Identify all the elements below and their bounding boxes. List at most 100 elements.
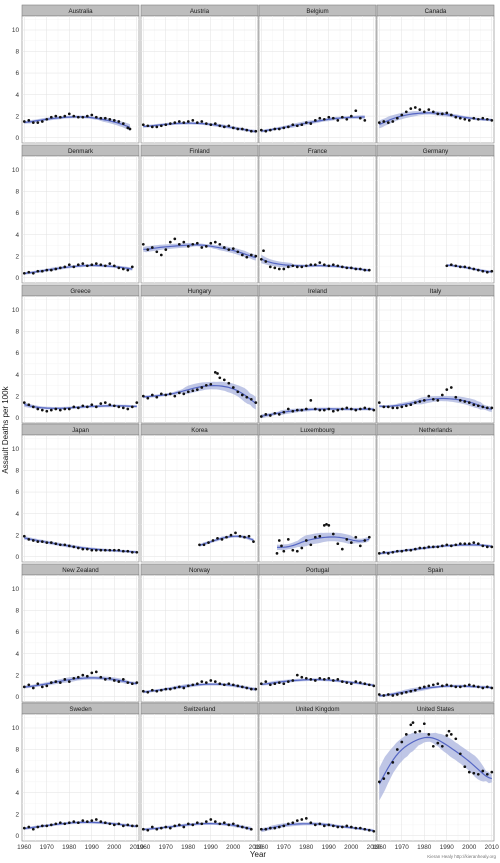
data-point: [467, 770, 471, 774]
data-point: [254, 687, 258, 691]
data-point: [222, 378, 226, 382]
data-point: [277, 539, 281, 542]
data-point: [322, 263, 326, 267]
data-point: [236, 127, 240, 131]
data-point: [340, 265, 344, 269]
trend-line-new-zealand: [24, 677, 137, 688]
data-point: [94, 670, 98, 674]
data-point: [218, 682, 222, 686]
y-tick-label: 10: [12, 446, 20, 453]
data-point: [275, 552, 279, 555]
data-point: [112, 119, 116, 122]
data-point: [431, 744, 435, 748]
x-tick-label: 1960: [136, 844, 151, 851]
data-point: [67, 544, 71, 548]
y-tick-label: 0: [15, 554, 19, 561]
data-point: [436, 399, 440, 402]
data-point: [54, 267, 58, 271]
data-point: [327, 115, 331, 119]
data-point: [231, 247, 235, 250]
y-tick-label: 0: [15, 833, 19, 840]
data-point: [103, 548, 107, 552]
data-point: [58, 266, 62, 270]
data-point: [345, 681, 349, 684]
y-tick-label: 4: [15, 511, 19, 518]
data-point: [445, 543, 449, 547]
data-point: [440, 393, 444, 397]
data-point: [277, 681, 281, 684]
data-point: [40, 685, 44, 689]
data-point: [363, 119, 367, 122]
data-point: [363, 406, 367, 410]
data-point: [472, 403, 476, 407]
data-point: [218, 822, 222, 826]
data-point: [45, 268, 49, 272]
data-point: [404, 548, 408, 552]
data-point: [186, 120, 190, 123]
data-point: [121, 122, 125, 125]
data-point: [209, 241, 213, 245]
data-point: [413, 730, 417, 734]
data-point: [354, 267, 358, 271]
confidence-band-finland: [143, 242, 256, 261]
data-point: [472, 684, 476, 688]
data-point: [440, 112, 444, 116]
facet-panels: Australia 0 2 4 6 8 10 Austria Belgium Canada Denm…: [12, 4, 499, 851]
data-point: [218, 124, 222, 128]
data-point: [195, 241, 199, 245]
data-point: [76, 406, 80, 410]
data-point: [345, 117, 349, 121]
data-point: [240, 825, 244, 829]
data-point: [155, 125, 159, 129]
data-point: [413, 106, 417, 109]
confidence-band-luxembourg: [277, 532, 370, 551]
panel-austria: Austria: [140, 4, 259, 144]
data-point: [282, 410, 286, 414]
data-point: [300, 675, 304, 679]
strip-label-greece: Greece: [70, 288, 91, 295]
data-point: [236, 250, 240, 254]
data-point: [254, 129, 258, 133]
data-point: [216, 372, 219, 375]
strip-label-luxembourg: Luxembourg: [300, 427, 335, 434]
data-point: [345, 538, 349, 541]
x-tick-label: 2010: [249, 844, 264, 851]
data-point: [126, 549, 130, 553]
data-point: [467, 119, 471, 122]
data-point: [318, 822, 322, 826]
data-point: [309, 122, 313, 125]
data-point: [427, 394, 431, 398]
data-point: [191, 119, 195, 122]
data-point: [327, 676, 331, 680]
data-point: [318, 116, 322, 120]
data-point: [331, 824, 335, 828]
data-point: [268, 128, 272, 132]
data-point: [126, 823, 130, 827]
data-point: [436, 545, 440, 549]
data-point: [382, 120, 386, 123]
data-point: [264, 413, 268, 416]
data-point: [99, 402, 103, 405]
y-tick-label: 6: [15, 489, 19, 496]
y-tick-label: 4: [15, 232, 19, 239]
x-tick-label: 1960: [372, 844, 387, 851]
data-point: [191, 242, 195, 246]
data-point: [126, 681, 130, 684]
panel-norway: Norway: [140, 563, 259, 703]
data-point: [164, 825, 168, 829]
data-point: [485, 772, 489, 776]
data-point: [99, 263, 103, 267]
data-point: [445, 111, 449, 115]
data-point: [363, 682, 367, 686]
data-point: [240, 127, 244, 131]
data-point: [31, 271, 35, 275]
data-point: [422, 685, 426, 689]
data-point: [249, 827, 253, 831]
strip-label-france: France: [308, 148, 328, 155]
panel-italy: Italy: [376, 284, 495, 424]
data-point: [222, 125, 226, 129]
data-point: [427, 684, 431, 688]
data-point: [313, 407, 317, 411]
data-point: [349, 266, 353, 270]
y-tick-label: 10: [12, 307, 20, 314]
